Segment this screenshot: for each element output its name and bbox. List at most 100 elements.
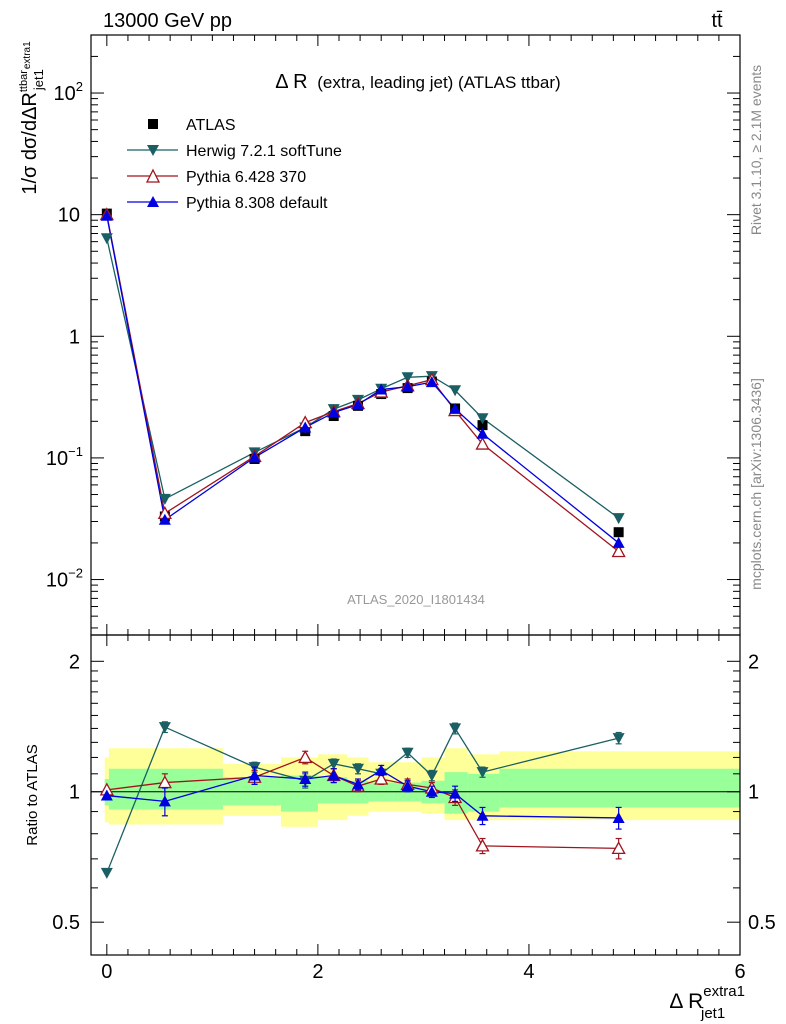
- legend-item-herwig: Herwig 7.2.1 softTune: [127, 143, 342, 160]
- band-inner-11: [499, 768, 740, 808]
- point-pythia-8-308-default-0: [100, 209, 113, 221]
- point-pythia-8-308-default-6: [375, 383, 388, 395]
- series-markers: [99, 207, 626, 879]
- analysis-id-label: ATLAS_2020_I1801434: [347, 592, 485, 607]
- point-pythia-8-308-default-5: [351, 398, 364, 410]
- ratio-point-herwig-7-2-1-softtune-4: [327, 758, 340, 770]
- ratio-point-pythia-8-308-default-11: [612, 811, 625, 823]
- point-herwig-7-2-1-softtune-1: [158, 493, 171, 505]
- point-pythia-6-428-370-10: [475, 436, 490, 450]
- x-axis-label-sup: extra1: [703, 983, 745, 1000]
- ratio-point-pythia-8-308-default-1: [158, 795, 171, 807]
- y-tick-label-main-0: 102: [54, 79, 83, 105]
- plot-frames: [90, 34, 741, 956]
- header-energy-label: 13000 GeV pp: [103, 10, 232, 32]
- y-axis-label-ratio: Ratio to ATLAS: [24, 744, 41, 845]
- rivet-info-label: Rivet 3.1.10, ≥ 2.1M events: [748, 65, 764, 235]
- legend-label-herwig: Herwig 7.2.1 softTune: [186, 143, 342, 160]
- ratio-point-pythia-8-308-default-8: [425, 785, 438, 797]
- legend-label-pythia6: Pythia 6.428 370: [186, 169, 306, 186]
- point-herwig-7-2-1-softtune-10: [476, 413, 489, 425]
- point-pythia-8-308-default-8: [425, 376, 438, 388]
- ratio-point-pythia-8-308-default-10: [476, 809, 489, 821]
- y-tick-label-ratio-right-0: 0.5: [748, 912, 776, 934]
- point-pythia-6-428-370-11: [611, 544, 626, 558]
- legend-marker-pythia6: [145, 168, 161, 183]
- point-pythia-8-308-default-2: [248, 451, 261, 463]
- ratio-point-pythia-6-428-370-10: [475, 838, 490, 852]
- point-pythia-8-308-default-10: [476, 427, 489, 439]
- x-axis-label-text: Δ R: [669, 990, 703, 1013]
- main-line-pythia-6-428-370: [106, 214, 620, 553]
- ratio-point-pythia-6-428-370-6: [374, 771, 389, 785]
- y-tick-label-ratio-left-0: 0.5: [52, 912, 80, 934]
- ratio-point-herwig-7-2-1-softtune-0: [100, 867, 113, 879]
- y-axis-label-main-sup: ttbar: [18, 70, 30, 92]
- y-tick-label-ratio-left-2: 2: [69, 651, 80, 673]
- legend: ATLAS Herwig 7.2.1 softTune Pythia 6.428…: [127, 117, 342, 212]
- ratio-point-pythia-8-308-default-6: [375, 764, 388, 776]
- band-inner-10: [467, 773, 500, 812]
- y-axis-label-main-text: 1/σ dσ/dΔR: [19, 92, 41, 195]
- ratio-point-pythia-8-308-default-5: [351, 778, 364, 790]
- ratio-point-pythia-8-308-default-0: [100, 789, 113, 801]
- legend-item-pythia8: Pythia 8.308 default: [127, 195, 328, 212]
- x-axis-label-sub: jet1: [700, 1005, 725, 1022]
- band-inner-4: [317, 777, 348, 804]
- mcplots-info-label: mcplots.cern.ch [arXiv:1306.3436]: [748, 378, 764, 590]
- x-tick-label-1: 2: [312, 961, 323, 983]
- ratio-point-herwig-7-2-1-softtune-11: [612, 733, 625, 745]
- ratio-point-pythia-6-428-370-11: [611, 841, 626, 855]
- ratio-point-herwig-7-2-1-softtune-1: [158, 722, 171, 734]
- y-axis-label-main-subsup: extra1: [22, 41, 33, 69]
- point-herwig-7-2-1-softtune-7: [401, 372, 414, 384]
- y-tick-label-main-4: 10−2: [46, 566, 83, 592]
- ratio-point-herwig-7-2-1-softtune-9: [449, 723, 462, 735]
- header-process-label: tt̄: [711, 10, 723, 32]
- band-inner-3: [280, 775, 318, 812]
- legend-label-pythia8: Pythia 8.308 default: [186, 195, 328, 212]
- y-tick-label-main-1: 10: [58, 205, 80, 227]
- main-line-pythia-8-308-default: [106, 215, 620, 544]
- main-line-herwig-7-2-1-softtune: [106, 238, 620, 519]
- point-pythia-8-308-default-1: [158, 513, 171, 525]
- x-tick-label-3: 6: [734, 961, 745, 983]
- x-axis-label: Δ Rextra1 jet1: [669, 983, 745, 1022]
- ratio-point-pythia-8-308-default-2: [248, 769, 261, 781]
- point-pythia-8-308-default-3: [299, 421, 312, 433]
- ratio-point-pythia-6-428-370-3: [298, 750, 313, 764]
- axis-ticks: 0 2 4 6 102 10 1 10−1 10−2 0.5 0.5 1 1 2 2: [46, 34, 776, 983]
- point-pythia-8-308-default-4: [327, 406, 340, 418]
- ratio-point-herwig-7-2-1-softtune-8: [425, 770, 438, 782]
- legend-marker-herwig: [147, 145, 159, 156]
- ratio-panel-frame: [90, 634, 741, 956]
- legend-item-atlas: ATLAS: [148, 117, 236, 134]
- y-tick-label-main-2: 1: [69, 326, 80, 348]
- chart-title: Δ R (extra, leading jet) (ATLAS ttbar): [275, 71, 560, 93]
- ratio-line-herwig-7-2-1-softtune: [106, 726, 619, 874]
- point-pythia-8-308-default-9: [449, 402, 462, 414]
- legend-marker-pythia8: [147, 196, 159, 207]
- ratio-point-pythia-8-308-default-7: [401, 780, 414, 792]
- y-tick-label-ratio-left-1: 1: [69, 782, 80, 804]
- point-pythia-8-308-default-7: [401, 380, 414, 392]
- legend-item-pythia6: Pythia 6.428 370: [127, 168, 306, 186]
- ratio-point-pythia-8-308-default-3: [299, 773, 312, 785]
- ratio-point-pythia-8-308-default-9: [449, 787, 462, 799]
- ratio-line-pythia-6-428-370: [106, 756, 619, 850]
- point-atlas-11: [613, 527, 624, 538]
- legend-marker-atlas: [148, 119, 158, 129]
- ratio-point-herwig-7-2-1-softtune-5: [351, 763, 364, 775]
- y-axis-label-main: 1/σ dσ/dΔRttbarjet1extra1: [18, 41, 46, 195]
- x-tick-label-2: 4: [523, 961, 534, 983]
- point-herwig-7-2-1-softtune-11: [612, 513, 625, 525]
- chart-title-main: Δ R: [275, 71, 307, 93]
- ratio-point-herwig-7-2-1-softtune-7: [401, 747, 414, 759]
- point-herwig-7-2-1-softtune-9: [449, 385, 462, 397]
- x-tick-label-0: 0: [101, 961, 112, 983]
- y-tick-label-ratio-right-1: 1: [748, 782, 759, 804]
- ratio-point-herwig-7-2-1-softtune-10: [476, 767, 489, 779]
- y-tick-label-ratio-right-2: 2: [748, 651, 759, 673]
- ratio-point-pythia-8-308-default-4: [327, 769, 340, 781]
